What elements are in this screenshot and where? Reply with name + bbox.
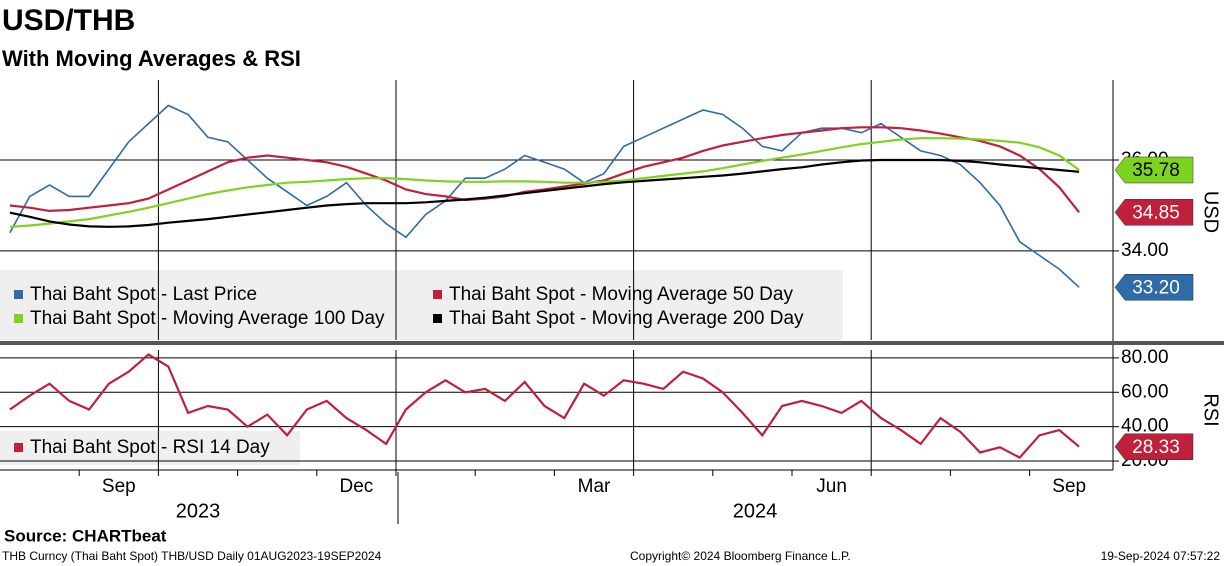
legend-label: Thai Baht Spot - Last Price xyxy=(30,284,257,305)
timestamp: 19-Sep-2024 07:57:22 xyxy=(1101,549,1221,563)
legend-label: Thai Baht Spot - Moving Average 200 Day xyxy=(449,308,804,329)
series-line xyxy=(9,126,1080,213)
series-line xyxy=(9,158,1080,228)
last-value-label: 35.78 xyxy=(1132,160,1180,181)
series-line xyxy=(9,353,1080,459)
legend-label: Thai Baht Spot - Moving Average 100 Day xyxy=(30,308,385,329)
y-tick-label: 34.00 xyxy=(1121,240,1169,261)
y-axis-label: USD xyxy=(1200,191,1222,233)
x-tick-label: Dec xyxy=(340,476,374,497)
legend-swatch xyxy=(14,314,23,323)
legend-swatch xyxy=(433,290,442,299)
legend-box xyxy=(0,431,300,465)
y-tick-label: 40.00 xyxy=(1121,416,1169,437)
last-value-tag xyxy=(1114,433,1194,460)
year-label: 2024 xyxy=(733,500,778,522)
y-tick-label: 80.00 xyxy=(1121,347,1169,368)
x-tick-label: Sep xyxy=(1052,476,1086,497)
last-value-label: 33.20 xyxy=(1132,277,1180,298)
chart-subtitle: With Moving Averages & RSI xyxy=(2,46,301,71)
last-value-tag xyxy=(1114,274,1194,301)
legend-swatch xyxy=(14,443,23,452)
legend-swatch xyxy=(433,314,442,323)
y-axis-label: RSI xyxy=(1200,393,1222,426)
x-tick-label: Jun xyxy=(816,476,847,497)
last-value-tag xyxy=(1114,156,1194,184)
last-value-tag xyxy=(1114,199,1194,226)
legend-label: Thai Baht Spot - RSI 14 Day xyxy=(30,437,270,458)
x-tick-label: Mar xyxy=(578,476,611,497)
last-value-label: 28.33 xyxy=(1132,437,1180,458)
legend-swatch xyxy=(14,290,23,299)
year-label: 2023 xyxy=(176,500,221,522)
y-tick-label: 60.00 xyxy=(1121,381,1169,402)
chart-title: USD/THB xyxy=(2,4,135,37)
legend-label: Thai Baht Spot - Moving Average 50 Day xyxy=(449,284,793,305)
x-tick-label: Sep xyxy=(102,476,136,497)
series-line xyxy=(9,104,1080,288)
series-line xyxy=(9,137,1080,228)
last-value-label: 34.85 xyxy=(1132,202,1180,223)
security: THB Curncy (Thai Baht Spot) THB/USD Dail… xyxy=(2,549,382,563)
source: Source: CHARTbeat xyxy=(4,526,167,545)
copyright: Copyright© 2024 Bloomberg Finance L.P. xyxy=(630,549,851,563)
legend-box xyxy=(0,270,843,340)
